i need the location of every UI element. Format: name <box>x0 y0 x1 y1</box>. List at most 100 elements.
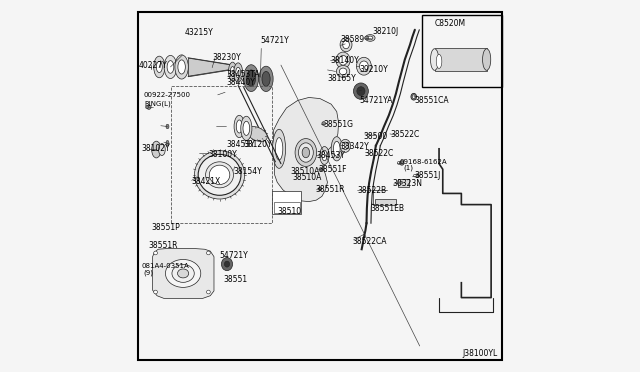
Ellipse shape <box>195 151 244 199</box>
Text: 38522CA: 38522CA <box>353 237 387 246</box>
Text: 38551R: 38551R <box>316 185 345 194</box>
Ellipse shape <box>198 154 241 195</box>
Ellipse shape <box>340 38 352 52</box>
Ellipse shape <box>413 174 416 177</box>
Ellipse shape <box>399 161 404 165</box>
Text: 38551J: 38551J <box>415 171 441 180</box>
Text: RING(L): RING(L) <box>145 100 171 107</box>
Text: 081A4-0351A: 081A4-0351A <box>141 263 189 269</box>
Bar <box>375 199 396 205</box>
Text: 39210Y: 39210Y <box>359 65 388 74</box>
Ellipse shape <box>241 116 252 140</box>
Ellipse shape <box>411 93 417 100</box>
Text: 38100Y: 38100Y <box>209 150 237 159</box>
Ellipse shape <box>207 290 211 294</box>
Ellipse shape <box>318 187 322 190</box>
Ellipse shape <box>342 41 349 49</box>
Ellipse shape <box>236 120 243 133</box>
Ellipse shape <box>175 55 188 79</box>
Ellipse shape <box>412 95 415 99</box>
Ellipse shape <box>164 55 177 78</box>
Ellipse shape <box>230 67 235 76</box>
Ellipse shape <box>156 61 163 73</box>
Ellipse shape <box>302 147 310 158</box>
Text: 43215Y: 43215Y <box>184 28 213 37</box>
Ellipse shape <box>431 49 438 70</box>
Ellipse shape <box>353 83 369 99</box>
Ellipse shape <box>275 138 283 160</box>
Ellipse shape <box>234 63 243 82</box>
Polygon shape <box>152 248 214 298</box>
Text: 38230Y: 38230Y <box>212 53 241 62</box>
Text: 38551G: 38551G <box>324 120 354 129</box>
Ellipse shape <box>152 141 161 158</box>
Text: 38140Y: 38140Y <box>330 56 359 65</box>
Ellipse shape <box>159 144 165 155</box>
Ellipse shape <box>322 150 327 161</box>
Bar <box>172 86 271 223</box>
Text: 38551P: 38551P <box>152 223 180 232</box>
Ellipse shape <box>365 36 369 40</box>
Ellipse shape <box>339 55 347 65</box>
Ellipse shape <box>154 251 157 255</box>
Ellipse shape <box>154 290 157 294</box>
Text: 38551R: 38551R <box>148 241 178 250</box>
Text: J38100YL: J38100YL <box>463 349 498 358</box>
Ellipse shape <box>360 61 369 71</box>
Ellipse shape <box>178 60 186 74</box>
Text: 38551CA: 38551CA <box>415 96 449 105</box>
Text: 38589: 38589 <box>340 35 365 44</box>
Bar <box>422 15 502 87</box>
Ellipse shape <box>295 139 317 166</box>
Text: 38210J: 38210J <box>372 27 398 36</box>
Text: 38551F: 38551F <box>318 165 347 174</box>
Bar <box>273 202 300 213</box>
Ellipse shape <box>172 264 195 282</box>
Ellipse shape <box>333 141 340 156</box>
Text: 00922-27500: 00922-27500 <box>143 92 190 98</box>
Text: 38421X: 38421X <box>191 177 221 186</box>
Text: 38522C: 38522C <box>365 149 394 158</box>
Text: 38453TA: 38453TA <box>227 70 260 79</box>
Ellipse shape <box>177 269 189 278</box>
Ellipse shape <box>273 129 285 168</box>
Ellipse shape <box>320 147 329 164</box>
Bar <box>273 191 301 214</box>
Text: 54721Y: 54721Y <box>260 36 289 45</box>
Ellipse shape <box>225 261 230 267</box>
Ellipse shape <box>221 257 232 271</box>
Polygon shape <box>273 97 339 202</box>
Text: (9): (9) <box>143 269 154 276</box>
Ellipse shape <box>246 70 255 86</box>
Ellipse shape <box>166 140 169 146</box>
Ellipse shape <box>234 115 244 138</box>
Ellipse shape <box>205 162 234 188</box>
Ellipse shape <box>367 36 373 40</box>
Text: 38102Y: 38102Y <box>141 144 170 153</box>
Ellipse shape <box>259 66 273 92</box>
Ellipse shape <box>336 52 350 68</box>
Ellipse shape <box>166 124 169 129</box>
Ellipse shape <box>147 105 151 109</box>
Text: 09168-6162A: 09168-6162A <box>400 159 447 165</box>
Ellipse shape <box>262 71 270 86</box>
Ellipse shape <box>340 140 351 153</box>
Text: 38154Y: 38154Y <box>234 167 262 176</box>
Ellipse shape <box>243 121 250 135</box>
Ellipse shape <box>483 49 491 70</box>
Text: 38453Y: 38453Y <box>227 140 255 149</box>
Text: 54721Y: 54721Y <box>220 251 248 260</box>
Ellipse shape <box>337 65 350 77</box>
Ellipse shape <box>246 126 268 141</box>
Ellipse shape <box>236 67 241 78</box>
Text: 38522B: 38522B <box>357 186 387 195</box>
Ellipse shape <box>319 167 323 171</box>
Ellipse shape <box>167 61 174 73</box>
Text: 38551EB: 38551EB <box>370 204 404 213</box>
Text: 38342Y: 38342Y <box>340 142 369 151</box>
Ellipse shape <box>209 165 230 185</box>
Ellipse shape <box>342 142 348 150</box>
Text: (1): (1) <box>404 165 413 171</box>
Text: 38510A: 38510A <box>292 173 321 182</box>
Ellipse shape <box>415 174 419 177</box>
